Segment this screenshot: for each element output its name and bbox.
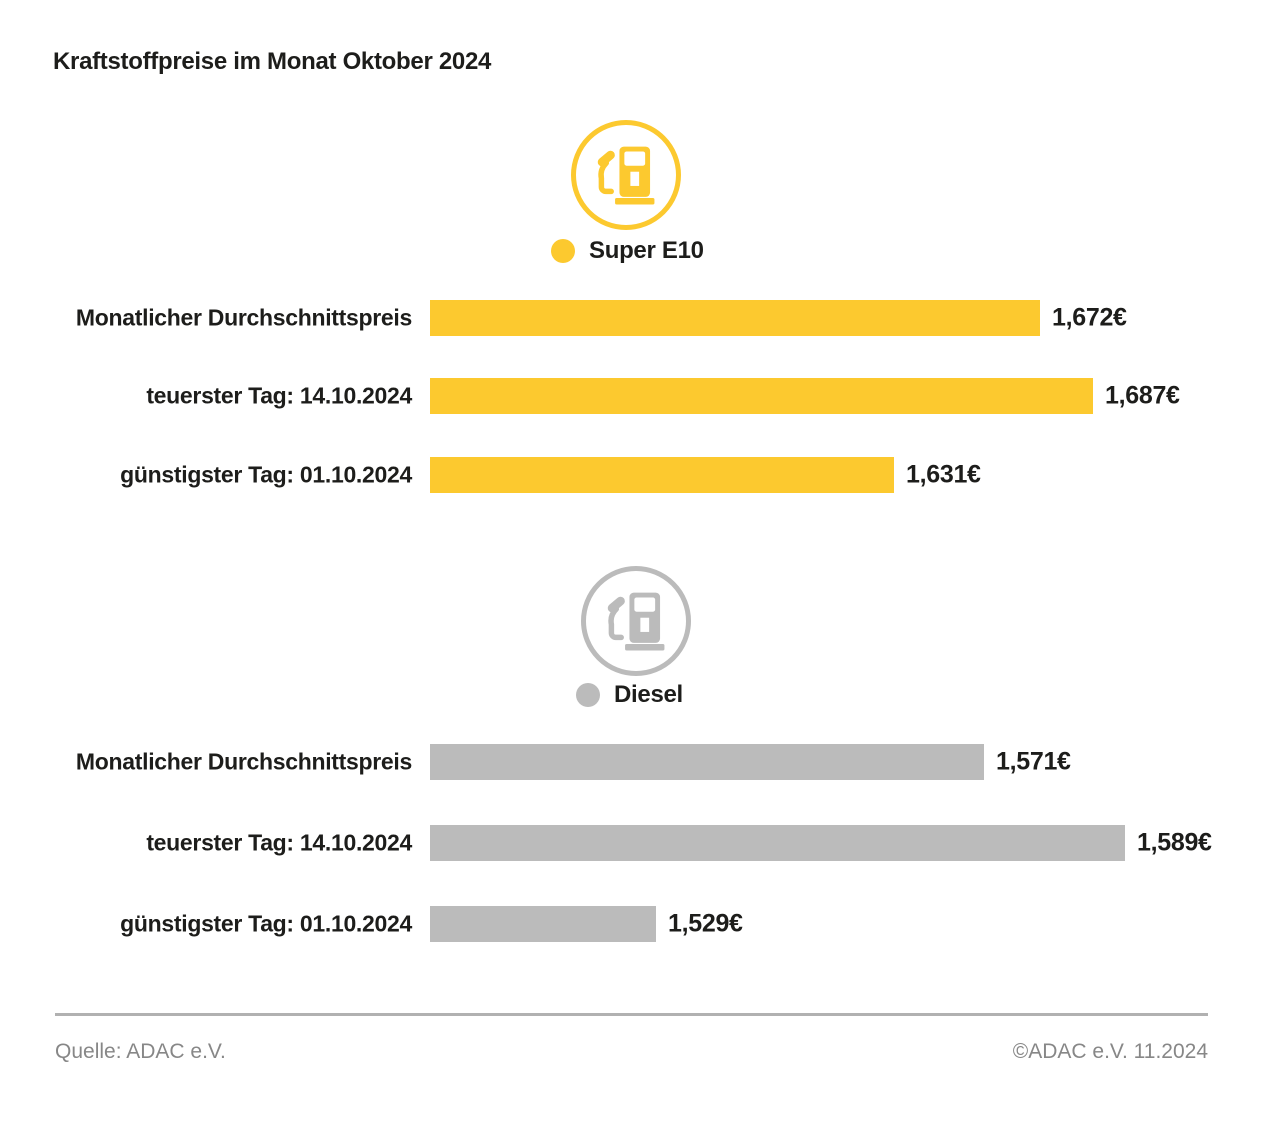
legend-super-e10: Super E10: [551, 237, 704, 264]
footer-copyright: ©ADAC e.V. 11.2024: [1012, 1040, 1208, 1063]
bar-row: Monatlicher Durchschnittspreis 1,672€: [0, 300, 1280, 336]
row-label: günstigster Tag: 01.10.2024: [120, 461, 412, 488]
legend-diesel: Diesel: [576, 681, 683, 708]
price-value: 1,589€: [1137, 828, 1212, 857]
legend-dot-super-e10: [551, 239, 575, 263]
bar-row: günstigster Tag: 01.10.2024 1,529€: [0, 906, 1280, 942]
fuel-pump-icon: [591, 140, 661, 210]
bar-row: teuerster Tag: 14.10.2024 1,589€: [0, 825, 1280, 861]
bar-row: teuerster Tag: 14.10.2024 1,687€: [0, 378, 1280, 414]
price-value: 1,687€: [1105, 381, 1180, 410]
price-bar: [430, 744, 984, 780]
bar-row: günstigster Tag: 01.10.2024 1,631€: [0, 457, 1280, 493]
price-value: 1,672€: [1052, 303, 1127, 332]
legend-label-diesel: Diesel: [614, 681, 683, 708]
bar-row: Monatlicher Durchschnittspreis 1,571€: [0, 744, 1280, 780]
page-title: Kraftstoffpreise im Monat Oktober 2024: [53, 48, 492, 75]
legend-label-super-e10: Super E10: [589, 237, 704, 264]
row-label: Monatlicher Durchschnittspreis: [75, 748, 412, 775]
price-bar: [430, 300, 1040, 336]
price-value: 1,571€: [996, 747, 1071, 776]
row-label: teuerster Tag: 14.10.2024: [146, 382, 412, 409]
fuel-pump-icon-diesel: [581, 566, 691, 676]
price-bar: [430, 457, 894, 493]
row-label: teuerster Tag: 14.10.2024: [146, 829, 412, 856]
legend-dot-diesel: [576, 683, 600, 707]
price-value: 1,631€: [906, 460, 981, 489]
footer-source: Quelle: ADAC e.V.: [55, 1040, 226, 1063]
fuel-pump-icon: [601, 586, 671, 656]
price-value: 1,529€: [668, 909, 743, 938]
fuel-pump-icon-super-e10: [571, 120, 681, 230]
row-label: Monatlicher Durchschnittspreis: [75, 304, 412, 331]
price-bar: [430, 825, 1125, 861]
footer-divider: [55, 1013, 1208, 1016]
price-bar: [430, 378, 1093, 414]
row-label: günstigster Tag: 01.10.2024: [120, 910, 412, 937]
price-bar: [430, 906, 656, 942]
